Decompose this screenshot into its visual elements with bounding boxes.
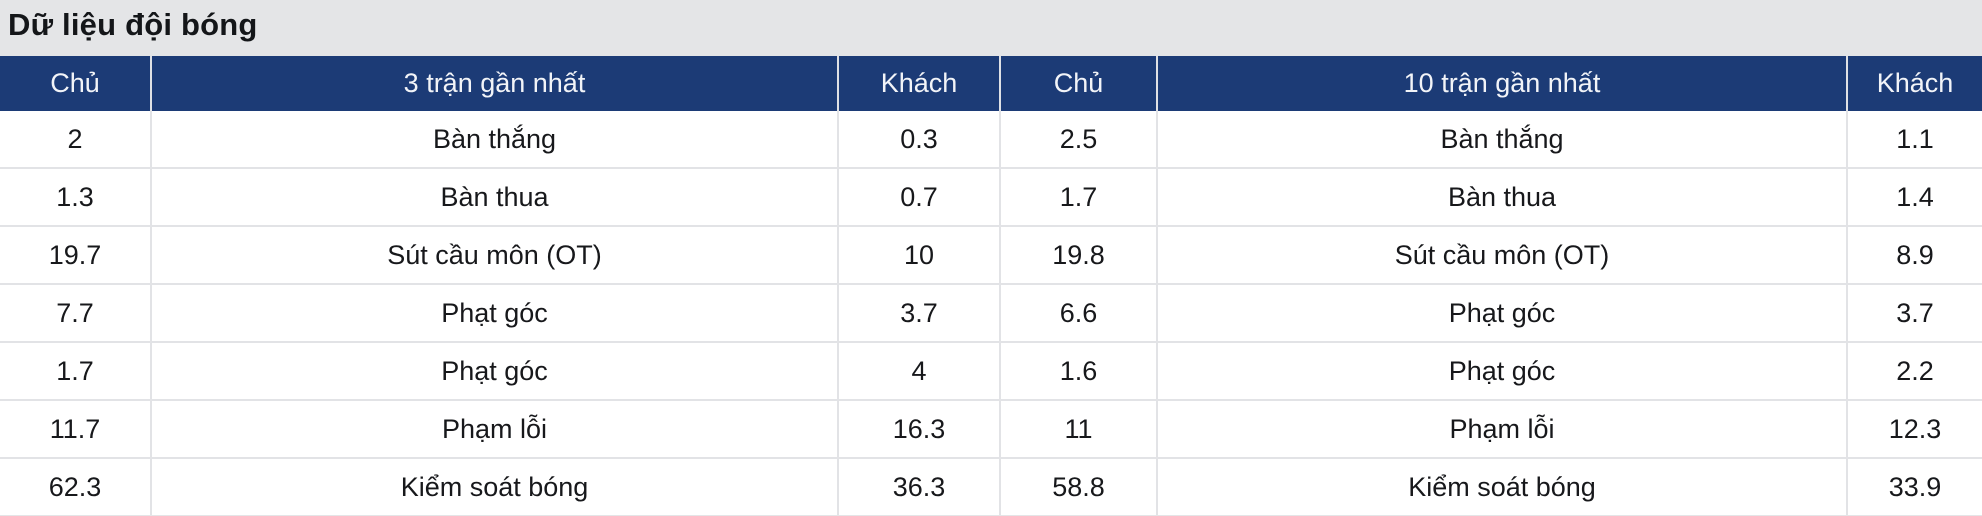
team-stats-table: Chủ 3 trận gần nhất Khách Chủ 10 trận gầ… (0, 56, 1982, 515)
cell-away-last10-value: 2.2 (1846, 341, 1982, 400)
cell-stat-last3-label: Bàn thua (150, 167, 838, 226)
table-row: 1.7 Phạt góc 4 1.6 Phạt góc 2.2 (0, 341, 1982, 400)
cell-stat-last10-label: Kiểm soát bóng (1156, 457, 1847, 515)
cell-home-last10-value: 1.7 (999, 167, 1157, 226)
cell-stat-last3-label: Phạm lỗi (150, 399, 838, 458)
cell-home-last10-value: 11 (999, 399, 1157, 458)
cell-stat-last10-label: Phạt góc (1156, 341, 1847, 400)
header-home-last10: Chủ (999, 56, 1157, 111)
cell-away-last10-value: 8.9 (1846, 225, 1982, 284)
cell-stat-last10-label: Sút cầu môn (OT) (1156, 225, 1847, 284)
cell-home-last3-value: 62.3 (0, 457, 151, 515)
cell-home-last3-value: 19.7 (0, 225, 151, 284)
cell-home-last3-value: 1.3 (0, 167, 151, 226)
table-header: Chủ 3 trận gần nhất Khách Chủ 10 trận gầ… (0, 56, 1982, 111)
cell-away-last10-value: 1.1 (1846, 111, 1982, 168)
cell-stat-last3-label: Phạt góc (150, 341, 838, 400)
cell-home-last3-value: 11.7 (0, 399, 151, 458)
cell-away-last3-value: 4 (837, 341, 1000, 400)
cell-stat-last3-label: Kiểm soát bóng (150, 457, 838, 515)
header-stat-last3: 3 trận gần nhất (150, 56, 838, 111)
cell-home-last10-value: 58.8 (999, 457, 1157, 515)
cell-home-last3-value: 7.7 (0, 283, 151, 342)
cell-stat-last10-label: Bàn thắng (1156, 111, 1847, 168)
cell-home-last10-value: 19.8 (999, 225, 1157, 284)
cell-away-last3-value: 3.7 (837, 283, 1000, 342)
cell-stat-last3-label: Sút cầu môn (OT) (150, 225, 838, 284)
table-row: 7.7 Phạt góc 3.7 6.6 Phạt góc 3.7 (0, 283, 1982, 342)
cell-away-last3-value: 0.7 (837, 167, 1000, 226)
title-bar: Dữ liệu đội bóng (0, 0, 1982, 56)
table-row: 11.7 Phạm lỗi 16.3 11 Phạm lỗi 12.3 (0, 399, 1982, 458)
cell-home-last10-value: 6.6 (999, 283, 1157, 342)
table-row: 1.3 Bàn thua 0.7 1.7 Bàn thua 1.4 (0, 167, 1982, 226)
table-row: 2 Bàn thắng 0.3 2.5 Bàn thắng 1.1 (0, 111, 1982, 168)
page-title: Dữ liệu đội bóng (8, 7, 258, 42)
header-away-last10: Khách (1846, 56, 1982, 111)
cell-home-last3-value: 2 (0, 111, 151, 168)
cell-away-last10-value: 1.4 (1846, 167, 1982, 226)
cell-away-last10-value: 3.7 (1846, 283, 1982, 342)
table-row: 62.3 Kiểm soát bóng 36.3 58.8 Kiểm soát … (0, 457, 1982, 515)
cell-stat-last3-label: Bàn thắng (150, 111, 838, 168)
cell-home-last3-value: 1.7 (0, 341, 151, 400)
cell-away-last3-value: 0.3 (837, 111, 1000, 168)
header-home-last3: Chủ (0, 56, 151, 111)
cell-stat-last10-label: Phạt góc (1156, 283, 1847, 342)
header-stat-last10: 10 trận gần nhất (1156, 56, 1847, 111)
cell-home-last10-value: 2.5 (999, 111, 1157, 168)
cell-away-last3-value: 36.3 (837, 457, 1000, 515)
cell-stat-last10-label: Bàn thua (1156, 167, 1847, 226)
cell-away-last10-value: 12.3 (1846, 399, 1982, 458)
table-row: 19.7 Sút cầu môn (OT) 10 19.8 Sút cầu mô… (0, 225, 1982, 284)
cell-stat-last3-label: Phạt góc (150, 283, 838, 342)
cell-away-last3-value: 16.3 (837, 399, 1000, 458)
cell-stat-last10-label: Phạm lỗi (1156, 399, 1847, 458)
cell-home-last10-value: 1.6 (999, 341, 1157, 400)
cell-away-last3-value: 10 (837, 225, 1000, 284)
header-row: Chủ 3 trận gần nhất Khách Chủ 10 trận gầ… (0, 56, 1982, 111)
header-away-last3: Khách (837, 56, 1000, 111)
cell-away-last10-value: 33.9 (1846, 457, 1982, 515)
table-body: 2 Bàn thắng 0.3 2.5 Bàn thắng 1.1 1.3 Bà… (0, 111, 1982, 515)
